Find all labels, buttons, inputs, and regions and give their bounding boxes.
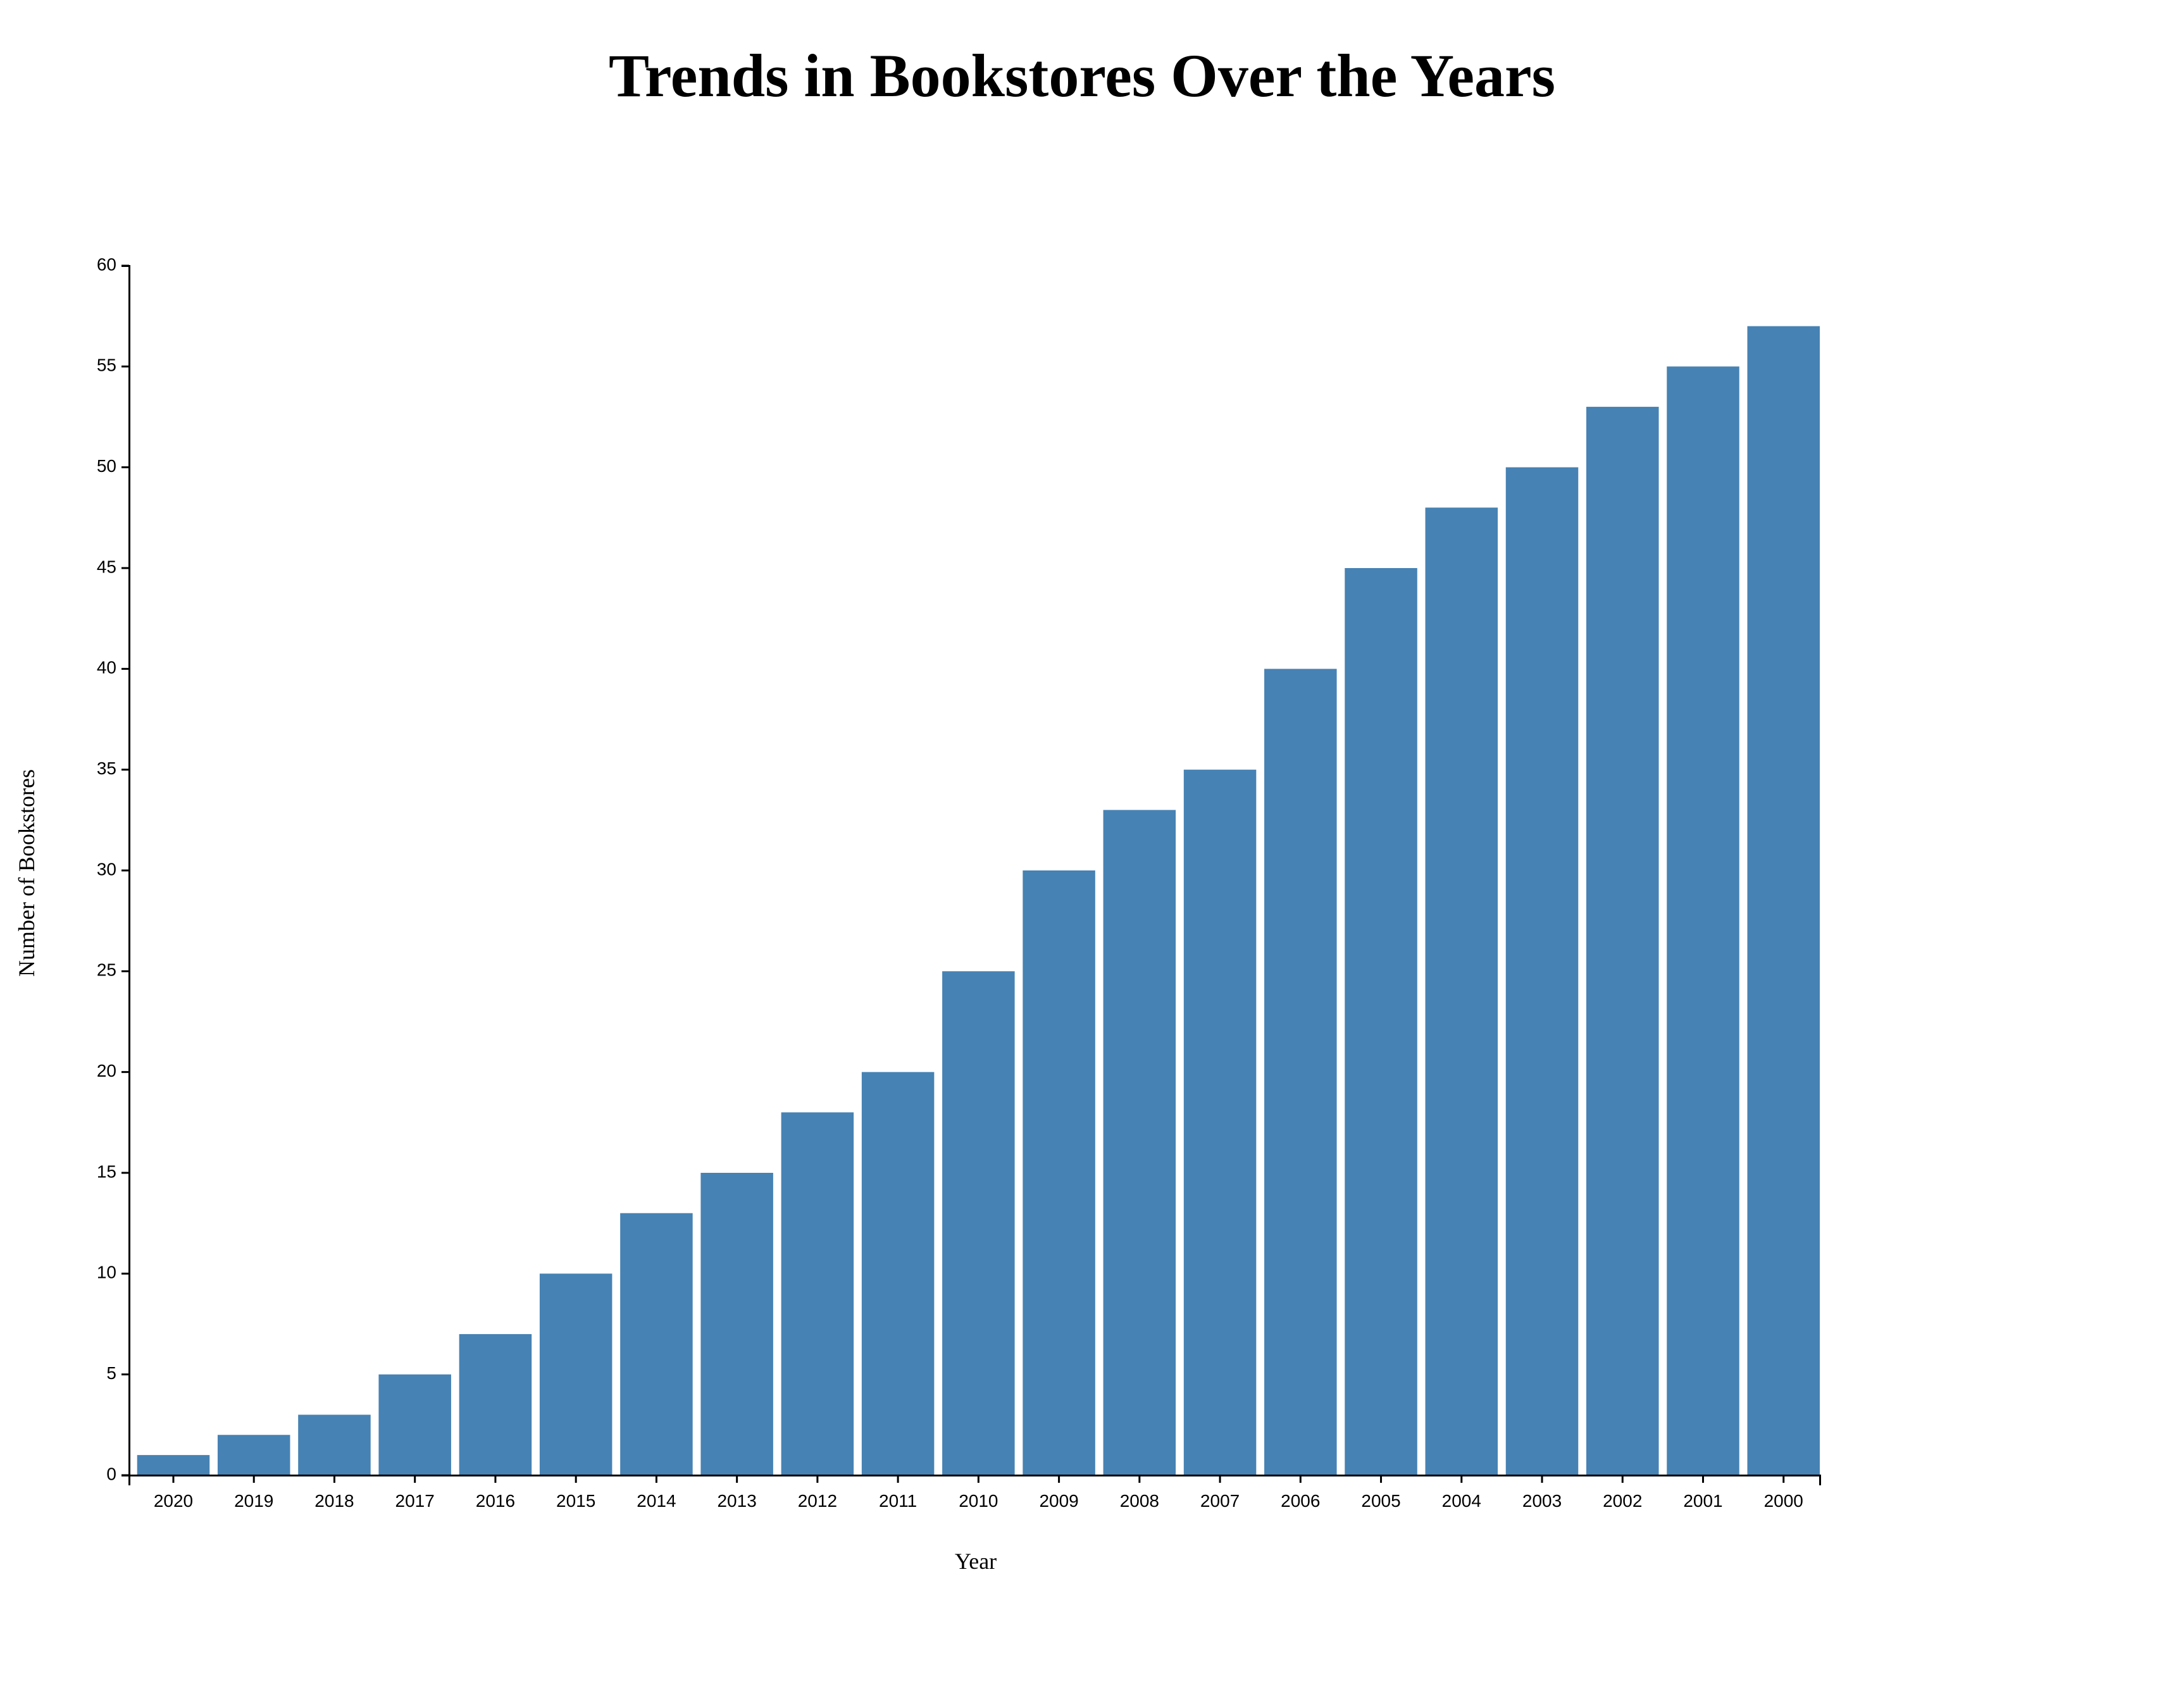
x-tick-label-2015: 2015 [556,1491,595,1511]
bar-2016 [459,1334,532,1475]
x-tick-label-2013: 2013 [717,1491,756,1511]
x-tick-label-2018: 2018 [314,1491,354,1511]
bar-2007 [1183,769,1257,1475]
bar-2001 [1667,366,1739,1476]
bar-2000 [1747,326,1820,1475]
bar-2004 [1425,507,1498,1475]
x-tick-label-2004: 2004 [1442,1491,1481,1511]
x-axis-title: Year [955,1549,997,1574]
bar-2003 [1505,467,1579,1475]
bar-2020 [137,1455,210,1475]
bar-2018 [298,1414,371,1475]
y-tick-label-10: 10 [97,1263,116,1282]
bar-2006 [1264,669,1337,1475]
x-tick-label-2000: 2000 [1764,1491,1803,1511]
y-tick-label-15: 15 [97,1161,116,1181]
bar-2011 [861,1072,935,1475]
x-tick-label-2001: 2001 [1683,1491,1722,1511]
y-axis: 0 5 10 15 20 25 30 35 40 45 50 55 60 [97,254,130,1483]
x-tick-label-2011: 2011 [879,1491,917,1511]
x-tick-label-2008: 2008 [1120,1491,1159,1511]
x-tick-label-2003: 2003 [1522,1491,1562,1511]
x-tick-label-2019: 2019 [234,1491,273,1511]
x-tick-label-2010: 2010 [959,1491,998,1511]
y-tick-label-50: 50 [97,456,116,476]
y-tick-label-0: 0 [106,1464,116,1483]
y-axis-title: Number of Bookstores [14,769,39,977]
bar-2017 [378,1374,451,1475]
bar-2014 [620,1213,693,1475]
x-tick-label-2020: 2020 [154,1491,193,1511]
x-tick-label-2012: 2012 [798,1491,837,1511]
bar-2008 [1103,810,1176,1475]
bar-2019 [217,1435,290,1475]
y-tick-label-40: 40 [97,658,116,678]
y-tick-label-55: 55 [97,356,116,375]
y-tick-label-60: 60 [97,254,116,274]
bar-2012 [781,1112,854,1475]
x-axis-line [128,1475,1821,1485]
x-tick-label-2009: 2009 [1039,1491,1078,1511]
x-tick-label-2006: 2006 [1281,1491,1320,1511]
bar-2015 [539,1273,613,1475]
bars-group [137,326,1820,1476]
y-tick-label-5: 5 [106,1363,116,1383]
y-tick-label-35: 35 [97,758,116,778]
x-tick-label-2016: 2016 [476,1491,515,1511]
bar-2013 [700,1173,773,1475]
bar-2010 [942,971,1015,1475]
bar-2002 [1586,407,1659,1475]
bar-2005 [1345,568,1417,1475]
x-tick-label-2005: 2005 [1361,1491,1400,1511]
x-tick-label-2007: 2007 [1200,1491,1240,1511]
x-axis: 2020 2019 2018 2017 2016 2015 2014 2013 2012 2011… [128,1475,1821,1511]
y-tick-label-30: 30 [97,859,116,879]
y-tick-label-20: 20 [97,1061,116,1080]
y-tick-label-45: 45 [97,557,116,576]
chart-title: Trends in Bookstores Over the Years [608,42,1555,109]
x-tick-label-2014: 2014 [637,1491,676,1511]
y-tick-label-25: 25 [97,960,116,980]
x-tick-label-2017: 2017 [395,1491,435,1511]
bar-2009 [1023,870,1095,1475]
x-tick-label-2002: 2002 [1603,1491,1642,1511]
